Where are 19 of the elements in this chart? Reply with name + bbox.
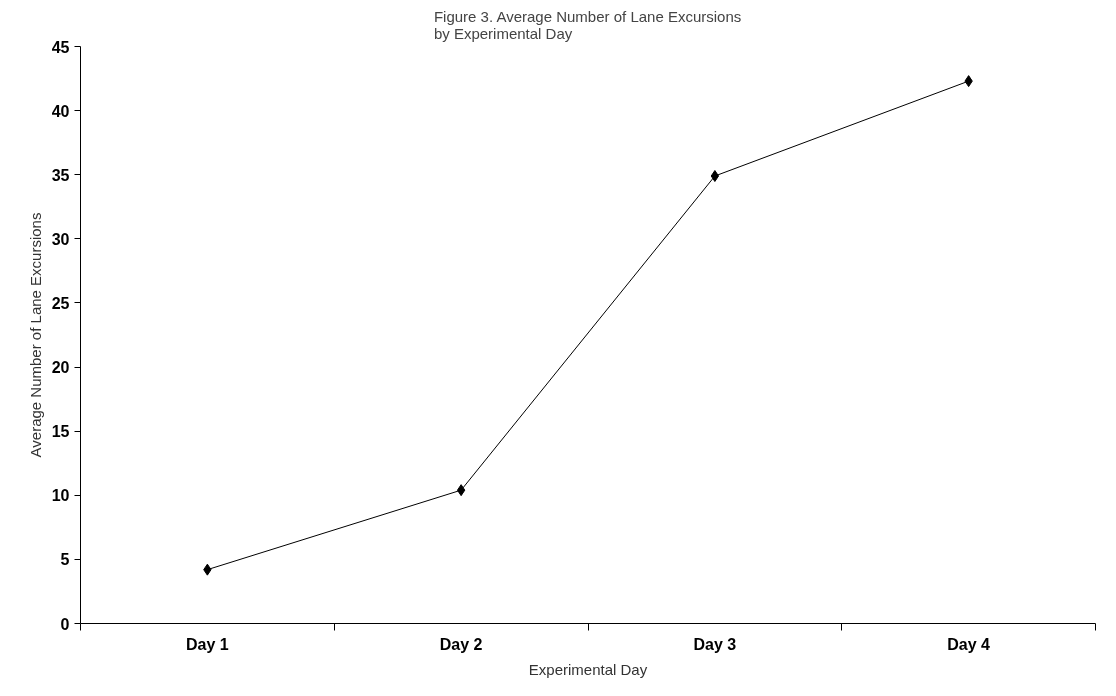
x-tick-label: Day 4: [947, 635, 991, 653]
chart-title: Figure 3. Average Number of Lane Excursions by Experimental Day: [433, 7, 742, 42]
x-axis-title: Experimental Day: [528, 660, 648, 678]
point: [456, 484, 466, 497]
y-tick-label: 25: [51, 294, 70, 312]
y-axis-title: Average Number of Lane Excursions: [26, 212, 44, 458]
y-tick-label: 5: [60, 551, 70, 569]
y-tick-label: 30: [51, 230, 70, 248]
x-tick-label: Day 2: [439, 635, 483, 653]
x-tick-label: Day 3: [693, 635, 737, 653]
x-tick-label: Day 1: [186, 635, 229, 653]
point: [710, 170, 720, 182]
y-tick-label: 45: [51, 38, 70, 56]
y-tick-label: 15: [51, 423, 70, 441]
y-tick-label: 20: [51, 359, 70, 377]
y-tick-label: 40: [51, 102, 70, 120]
y-tick-label: 35: [51, 166, 70, 184]
y-tick-label: 0: [60, 615, 70, 633]
y-tick-label: 10: [51, 487, 70, 505]
